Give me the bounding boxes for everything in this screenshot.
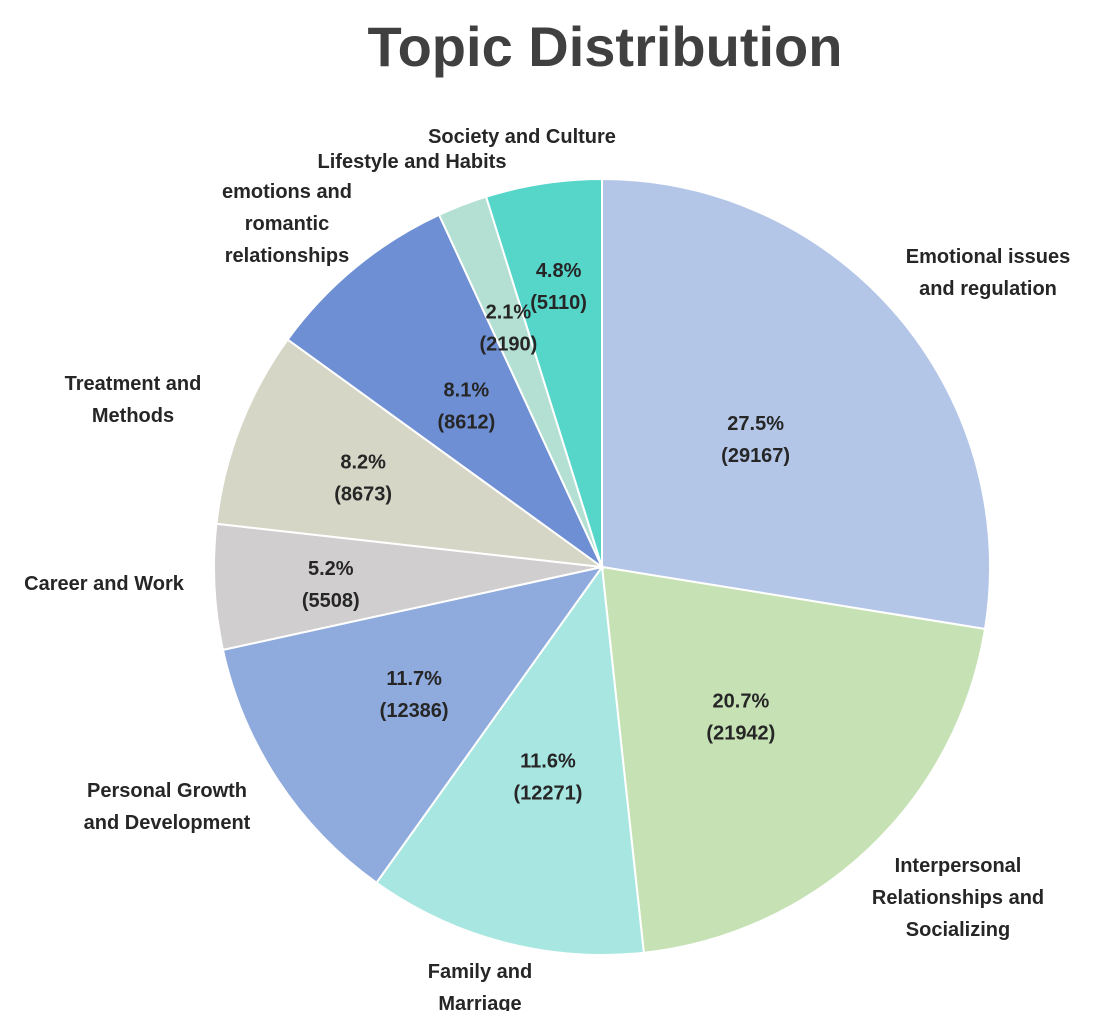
slice-value-label: 8.1% (8612) xyxy=(437,379,495,433)
slice-category-label: Family and Marriage xyxy=(428,961,532,1011)
slice-category-label: Personal Growth and Development xyxy=(84,780,251,834)
pie-slice xyxy=(600,565,987,954)
slice-category-label: Career and Work xyxy=(24,573,185,595)
slice-category-label: Lifestyle and Habits xyxy=(318,151,507,173)
slice-value-label: 2.1% (2190) xyxy=(480,301,538,355)
slice-value-label: 11.7% (12386) xyxy=(380,668,449,722)
pie-slice xyxy=(484,177,603,568)
slice-category-label: Emotional issues and regulation xyxy=(906,246,1071,300)
slice-value-label: 11.6% (12271) xyxy=(513,750,582,804)
slice-value-label: 4.8% (5110) xyxy=(530,260,587,314)
pie-slice xyxy=(215,338,606,569)
slices-layer xyxy=(213,177,991,956)
slice-category-label: Treatment and Methods xyxy=(65,373,202,427)
slice-value-label: 5.2% (5508) xyxy=(302,558,360,612)
slice-category-label: Society and Culture xyxy=(428,126,616,148)
chart-title: Topic Distribution xyxy=(367,15,843,78)
labels-layer: 27.5% (29167) Emotional issues and regulati… xyxy=(24,126,1070,1011)
pie-slice xyxy=(221,565,605,885)
pie-slice xyxy=(375,564,645,956)
slice-category-label: Interpersonal Relationships and Socializin… xyxy=(872,855,1044,941)
slice-category-label: emotions and romantic relationships xyxy=(222,181,352,267)
pie-slice xyxy=(286,213,605,571)
slice-value-label: 27.5% (29167) xyxy=(721,413,790,467)
slice-value-label: 8.2% (8673) xyxy=(334,452,392,506)
slice-value-label: 20.7% (21942) xyxy=(706,690,775,744)
pie-slice xyxy=(601,177,991,631)
